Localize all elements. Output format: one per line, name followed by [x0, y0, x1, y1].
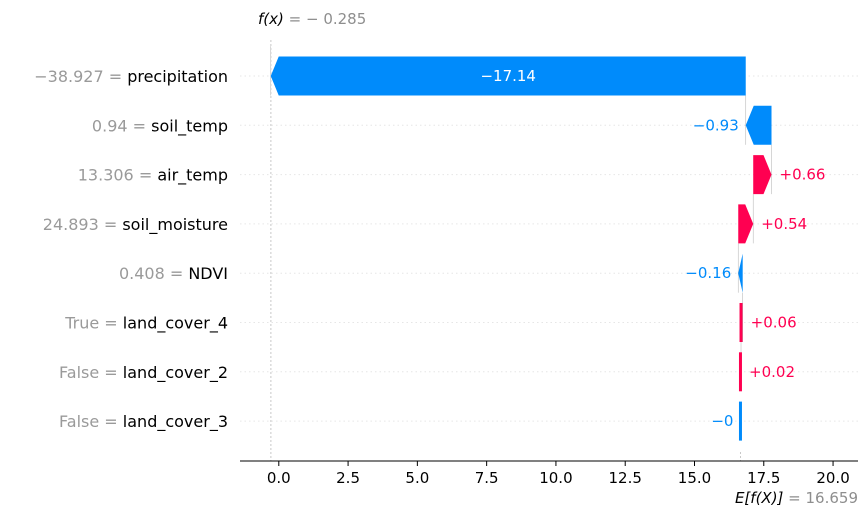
feature-value: False = — [59, 363, 123, 382]
feature-labels: −38.927 = precipitation 0.94 = soil_temp 1… — [34, 67, 228, 432]
feature-value: 0.94 = — [92, 116, 151, 135]
bar-label-air_temp: +0.66 — [780, 166, 826, 184]
feature-value: 24.893 = — [43, 215, 123, 234]
bar-label-land_cover_4: +0.06 — [751, 314, 797, 332]
bar-land_cover_2 — [738, 352, 742, 392]
x-tick-label: 7.5 — [475, 469, 499, 487]
output-label-prefix: f(x) — [258, 10, 284, 28]
bar-soil_temp — [745, 105, 772, 145]
feature-name: soil_temp — [151, 116, 228, 136]
bar-label-land_cover_3: −0 — [711, 412, 733, 430]
feature-name: land_cover_2 — [123, 363, 228, 383]
output-value-label: f(x) = − 0.285 — [258, 10, 366, 28]
bar-label-precipitation: −17.14 — [480, 67, 536, 85]
bar-label-soil_temp: −0.93 — [693, 116, 739, 134]
base-value-label: E[f(X)] = 16.659 — [735, 489, 858, 507]
x-tick-label: 20.0 — [816, 469, 849, 487]
feature-value: 0.408 = — [119, 264, 188, 283]
bar-land_cover_4 — [739, 303, 743, 342]
bar-label-NDVI: −0.16 — [685, 264, 731, 282]
feature-label-soil_temp: 0.94 = soil_temp — [92, 116, 228, 136]
output-annotation: f(x) = − 0.285 E[f(X)] = 16.659 — [258, 10, 858, 507]
bar-label-soil_moisture: +0.54 — [761, 215, 807, 233]
feature-name: air_temp — [157, 166, 228, 186]
feature-value: True = — [64, 314, 123, 333]
feature-name: land_cover_3 — [123, 412, 228, 432]
bar-land_cover_3 — [738, 401, 742, 441]
feature-label-NDVI: 0.408 = NDVI — [119, 264, 228, 283]
feature-label-land_cover_4: True = land_cover_4 — [64, 314, 228, 334]
bar-precipitation — [270, 56, 746, 96]
feature-value: False = — [59, 412, 123, 431]
bar-soil_moisture — [738, 204, 754, 244]
feature-label-land_cover_3: False = land_cover_3 — [59, 412, 228, 432]
x-tick-label: 0.0 — [267, 469, 291, 487]
base-label-prefix: E[f(X)] — [735, 489, 784, 507]
feature-name: NDVI — [188, 264, 228, 283]
bars — [270, 56, 772, 441]
feature-label-soil_moisture: 24.893 = soil_moisture — [43, 215, 228, 235]
x-tick-label: 2.5 — [336, 469, 360, 487]
x-tick-label: 17.5 — [747, 469, 780, 487]
bar-label-land_cover_2: +0.02 — [749, 363, 795, 381]
x-tick-label: 15.0 — [678, 469, 711, 487]
output-value-text: = − 0.285 — [284, 10, 366, 28]
x-tick-label: 5.0 — [405, 469, 429, 487]
guide-lines — [270, 40, 772, 461]
x-tick-label: 12.5 — [609, 469, 642, 487]
feature-value: −38.927 = — [34, 67, 127, 86]
x-tick-label: 10.0 — [539, 469, 572, 487]
feature-label-land_cover_2: False = land_cover_2 — [59, 363, 228, 383]
feature-name: soil_moisture — [122, 215, 228, 235]
feature-name: precipitation — [127, 67, 228, 86]
bar-NDVI — [738, 253, 743, 293]
base-value-text: = 16.659 — [783, 489, 858, 507]
bar-labels: −17.14 −0.93 +0.66 +0.54 −0.16 +0.06 +0.02 −0 — [480, 67, 825, 430]
bar-air_temp — [753, 155, 772, 195]
feature-name: land_cover_4 — [123, 314, 228, 334]
feature-label-precipitation: −38.927 = precipitation — [34, 67, 228, 86]
feature-label-air_temp: 13.306 = air_temp — [78, 166, 228, 186]
x-axis: 0.0 2.5 5.0 7.5 10.0 12.5 15.0 17.5 20.0 — [240, 460, 858, 487]
feature-value: 13.306 = — [78, 166, 158, 185]
